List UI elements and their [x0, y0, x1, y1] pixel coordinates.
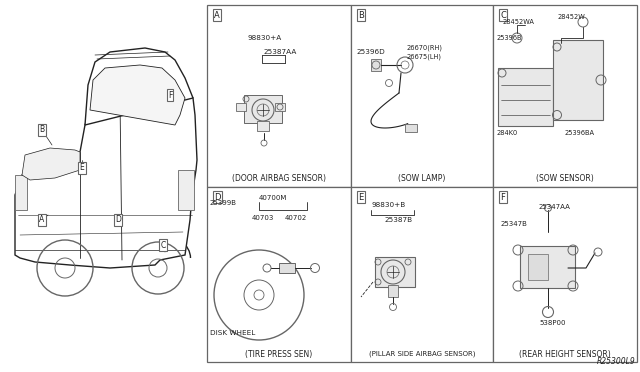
Text: C: C	[161, 241, 166, 250]
Bar	[553, 40, 603, 120]
Text: 98830+A: 98830+A	[247, 35, 281, 41]
Text: (REAR HEIGHT SENSOR): (REAR HEIGHT SENSOR)	[519, 350, 611, 359]
Text: (TIRE PRESS SEN): (TIRE PRESS SEN)	[245, 350, 312, 359]
Text: 25347AA: 25347AA	[539, 204, 571, 210]
Bar	[244, 95, 282, 123]
Polygon shape	[85, 48, 193, 125]
Bar	[207, 187, 351, 362]
Text: D: D	[115, 215, 121, 224]
Text: (SOW LAMP): (SOW LAMP)	[398, 174, 445, 183]
Bar	[375, 257, 415, 287]
Text: E: E	[358, 192, 364, 202]
Text: (PILLAR SIDE AIRBAG SENSOR): (PILLAR SIDE AIRBAG SENSOR)	[369, 351, 476, 357]
Bar	[279, 263, 295, 273]
Text: A: A	[214, 10, 220, 19]
Bar	[493, 187, 637, 362]
Text: A: A	[40, 215, 45, 224]
Bar	[528, 254, 548, 280]
Text: 40700M: 40700M	[259, 195, 287, 201]
Text: 25396D: 25396D	[356, 49, 385, 55]
Bar	[275, 103, 285, 111]
Text: E: E	[79, 164, 84, 173]
Bar	[207, 5, 351, 187]
Text: 40702: 40702	[285, 215, 307, 221]
Text: C: C	[500, 10, 506, 19]
Bar	[493, 5, 637, 187]
Bar	[520, 246, 575, 288]
Text: 25387AA: 25387AA	[263, 49, 296, 55]
Bar	[498, 68, 553, 126]
Text: F: F	[168, 90, 172, 99]
Text: 98830+B: 98830+B	[371, 202, 405, 208]
Text: 284K0: 284K0	[497, 130, 518, 136]
Bar	[15, 175, 27, 210]
Bar	[178, 170, 194, 210]
Text: 25399B: 25399B	[210, 200, 237, 206]
Text: B: B	[40, 125, 45, 135]
Bar	[351, 5, 493, 187]
Text: 28452WA: 28452WA	[503, 19, 535, 25]
Bar	[371, 59, 381, 71]
Bar	[388, 285, 398, 297]
Text: D: D	[214, 192, 220, 202]
Bar	[257, 121, 269, 131]
Text: 25347B: 25347B	[501, 221, 528, 227]
Text: 25396BA: 25396BA	[565, 130, 595, 136]
Text: 25396B: 25396B	[497, 35, 522, 41]
Bar	[404, 124, 417, 132]
Text: 40703: 40703	[252, 215, 275, 221]
Text: 26670(RH): 26670(RH)	[407, 45, 443, 51]
Text: B: B	[358, 10, 364, 19]
Text: 26675(LH): 26675(LH)	[407, 54, 442, 60]
Text: DISK WHEEL: DISK WHEEL	[210, 330, 255, 336]
Text: 25387B: 25387B	[384, 217, 412, 223]
Bar	[351, 187, 493, 362]
Text: (DOOR AIRBAG SENSOR): (DOOR AIRBAG SENSOR)	[232, 174, 326, 183]
Polygon shape	[15, 85, 197, 268]
Polygon shape	[22, 148, 80, 180]
Text: 538P00: 538P00	[539, 320, 566, 326]
Text: R25300L9: R25300L9	[597, 357, 636, 366]
Text: 28452W: 28452W	[558, 14, 586, 20]
Bar	[236, 103, 246, 111]
Polygon shape	[90, 65, 185, 125]
Text: (SOW SENSOR): (SOW SENSOR)	[536, 174, 594, 183]
Polygon shape	[571, 65, 591, 80]
Text: F: F	[500, 192, 506, 202]
